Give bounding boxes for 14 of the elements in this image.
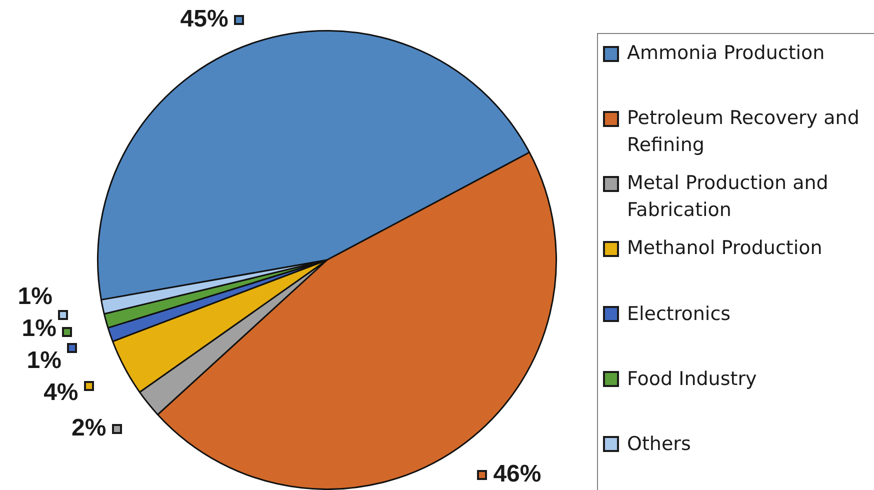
legend-label: Petroleum Recovery and Refining bbox=[627, 106, 860, 158]
data-label: 45% bbox=[180, 6, 228, 33]
data-label: 4% bbox=[44, 378, 78, 406]
legend-label: Food Industry bbox=[627, 366, 758, 392]
data-label: 46% bbox=[493, 460, 542, 488]
legend-label: Methanol Production bbox=[627, 236, 824, 262]
data-label: 1% bbox=[22, 314, 56, 342]
data-label: 1% bbox=[18, 282, 52, 310]
data-label: 1% bbox=[26, 346, 62, 374]
legend-label: Metal Production and Fabrication bbox=[627, 171, 830, 224]
legend-label: Electronics bbox=[627, 302, 732, 327]
data-label: 2% bbox=[71, 414, 106, 442]
legend-label: Ammonia Production bbox=[627, 41, 826, 66]
legend-label: Others bbox=[627, 432, 692, 457]
